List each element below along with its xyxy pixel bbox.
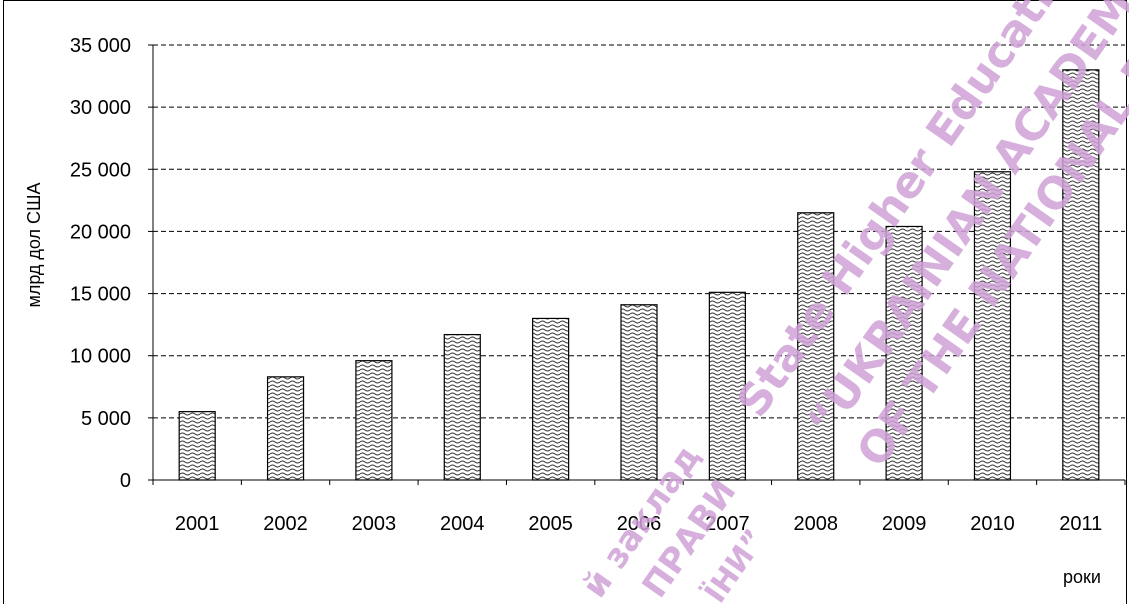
x-tick-label: 2005: [528, 513, 573, 535]
x-tick-label: 2010: [970, 513, 1015, 535]
y-tick-label: 30 000: [70, 97, 131, 119]
y-tick-label: 10 000: [70, 346, 131, 368]
bar-2001: [178, 411, 216, 481]
y-axis-title: млрд дол США: [24, 182, 44, 307]
y-tick-label: 15 000: [70, 284, 131, 306]
gridlines: [153, 44, 1125, 419]
x-axis-title: роки: [1063, 567, 1101, 587]
y-tick-label: 0: [120, 470, 131, 492]
bar-2006: [620, 304, 658, 481]
bar-2004: [443, 333, 481, 481]
bar-2003: [355, 360, 393, 481]
bar-2010: [973, 171, 1012, 481]
chart-frame: [3, 0, 1127, 604]
watermark: State Higher Educati“UKRAINIAN ACADEMYOF…: [575, 0, 1129, 605]
x-tick-label: 2003: [352, 513, 397, 535]
axes: [148, 44, 1126, 485]
bar-2008: [797, 212, 835, 481]
y-tick-label: 25 000: [70, 159, 131, 181]
x-tick-label: 2007: [705, 513, 750, 535]
x-tick-label: 2004: [440, 513, 485, 535]
y-tick-label: 5 000: [81, 408, 131, 430]
x-tick-label: 2008: [793, 513, 838, 535]
x-tick-label: 2006: [617, 513, 662, 535]
x-tick-labels: 2001 2002 2003 2004 2005 2006 2007 2008 2009 2010…: [175, 513, 1102, 535]
x-tick-label: 2009: [882, 513, 927, 535]
y-tick-label: 35 000: [70, 35, 131, 57]
x-tick-label: 2001: [175, 513, 220, 535]
x-tick-label: 2011: [1059, 513, 1102, 535]
y-tick-labels: 0 5 000 10 000 15 000 20 000 25 000 30 000 35 0…: [70, 35, 131, 492]
x-tick-label: 2002: [263, 513, 308, 535]
bar-2005: [532, 317, 570, 481]
y-tick-label: 20 000: [70, 221, 131, 243]
bar-2002: [266, 376, 305, 481]
bar-2011: [1062, 69, 1100, 481]
bar-2007: [708, 291, 746, 481]
